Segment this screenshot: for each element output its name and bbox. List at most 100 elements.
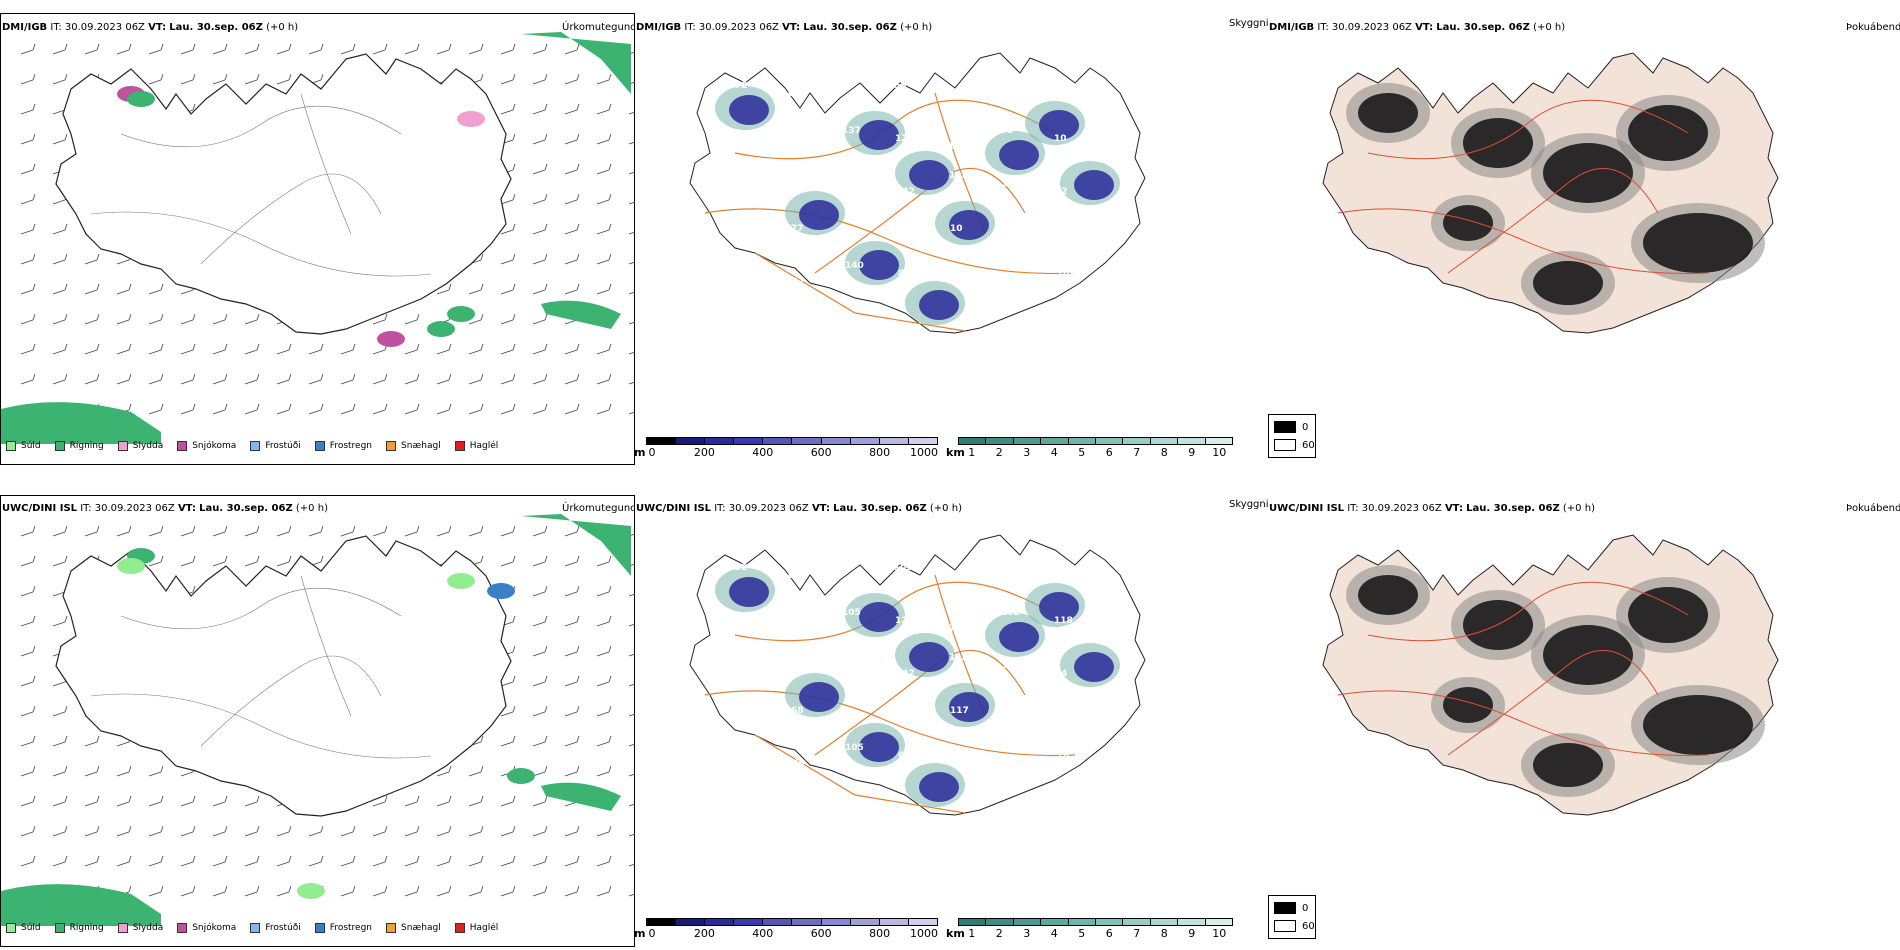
- visibility-value-label: 79: [738, 216, 751, 226]
- precip-map-top: [1, 32, 636, 444]
- legend-label: Snjókoma: [192, 923, 237, 933]
- visibility-value-label: 271: [951, 759, 970, 769]
- legend-swatch: [250, 923, 261, 933]
- visibility-value-label: 78: [792, 759, 805, 769]
- roads: [90, 575, 432, 759]
- fog-legend-swatch: [1274, 421, 1296, 433]
- header-top-fog: DMI/IGB IT: 30.09.2023 06Z VT: Lau. 30.s…: [1269, 22, 1565, 34]
- colorbar-cell: [879, 438, 909, 444]
- visibility-value-label: 105: [894, 563, 913, 573]
- visibility-value-label: 189: [737, 669, 756, 679]
- legend-label: Slydda: [132, 441, 164, 451]
- precip-legend-item: Slydda: [117, 441, 164, 451]
- colorbar-cell: [734, 438, 764, 444]
- fog-legend-label: 60: [1302, 439, 1315, 451]
- colorbar-cell: [676, 438, 706, 444]
- visibility-value-label: 62: [738, 698, 751, 708]
- vt-label: VT:: [1444, 503, 1463, 514]
- fog-index-shading: [1346, 83, 1765, 315]
- colorbar-tick-label: 6: [1105, 927, 1113, 940]
- height-colorbar-top: m 0 200 400 600 800 1000: [634, 437, 939, 463]
- vt-label: VT:: [811, 503, 830, 514]
- lead-time: (+0 h): [1533, 22, 1566, 33]
- colorbar-cell: [986, 438, 1014, 444]
- legend-swatch: [6, 923, 16, 933]
- visibility-value-label: 142: [896, 187, 915, 197]
- colorbar-cell: [959, 438, 987, 444]
- precip-panel-top: [0, 13, 636, 465]
- colorbar-cell: [1123, 919, 1151, 925]
- colorbar-tick-label: 1: [968, 927, 976, 940]
- low-cloud-areas: [715, 568, 1120, 807]
- roads: [1337, 581, 1709, 757]
- fog-map-top: [1322, 52, 1779, 334]
- vt-label: VT:: [1415, 22, 1434, 33]
- vt-value: Lau. 30.sep. 06Z: [803, 22, 897, 33]
- it-value: 30.09.2023 06Z: [698, 22, 779, 33]
- colorbar-tick-label: 4: [1050, 927, 1058, 940]
- colorbar-cell: [734, 919, 764, 925]
- precip-legend-item: Frostúði: [250, 441, 301, 451]
- colorbar-cell: [1205, 438, 1233, 444]
- it-value: 30.09.2023 06Z: [94, 503, 175, 514]
- fog-legend-item: 60: [1274, 439, 1315, 451]
- low-cloud-areas: [715, 86, 1120, 325]
- legend-label: Slydda: [132, 923, 164, 933]
- legend-swatch: [314, 441, 325, 451]
- precip-legend-item: Snjókoma: [177, 441, 236, 451]
- legend-swatch: [117, 923, 128, 933]
- colorbar-ticks: 0 200 400 600 800 1000: [646, 446, 939, 459]
- rain-area: [541, 782, 621, 811]
- colorbar-cell: [1041, 438, 1069, 444]
- visibility-value-label: 127: [843, 661, 862, 671]
- it-value: 30.09.2023 06Z: [728, 503, 809, 514]
- visibility-value-label: 10: [950, 224, 963, 234]
- colorbar-cell: [676, 919, 706, 925]
- precip-cell: [117, 558, 145, 574]
- legend-swatch: [386, 923, 397, 933]
- colorbar-unit: km: [946, 446, 965, 459]
- visibility-value-label: 67: [788, 89, 801, 99]
- colorbar-unit: km: [946, 927, 965, 940]
- visibility-value-label: 173: [790, 653, 809, 663]
- visibility-colorbar-bottom: km 1 2 3 4 5 6 7 8 9 10: [946, 918, 1233, 944]
- visibility-value-label: 127: [789, 142, 808, 152]
- precip-cell: [127, 91, 155, 107]
- cloud-panel-top: 72 67 21 58 97 22 100 108 127 137 128 119 95 10 121 150…: [635, 13, 1270, 465]
- header-bottom-cloud: UWC/DINI ISL IT: 30.09.2023 06Z VT: Lau.…: [636, 503, 962, 515]
- colorbar-cell: [763, 438, 793, 444]
- visibility-value-label: 97: [841, 579, 854, 589]
- cloud-map-bottom: 52 62 97 105 107 79 71 130 103 105 128 93 102 118 189 1…: [689, 534, 1146, 816]
- visibility-value-label: 117: [951, 277, 970, 287]
- legend-label: Haglél: [469, 441, 499, 451]
- legend-swatch: [177, 441, 188, 451]
- legend-label: Súld: [21, 923, 41, 933]
- legend-label: Rigning: [69, 923, 104, 933]
- visibility-value-label: 66: [897, 698, 910, 708]
- colorbar-cell: [850, 438, 880, 444]
- colorbar-cell: [821, 919, 851, 925]
- legend-label: Snæhagl: [401, 923, 441, 933]
- visibility-value-label: 137: [842, 126, 861, 136]
- fog-legend-label: 60: [1302, 920, 1315, 932]
- visibility-value-label: 102: [1001, 608, 1020, 618]
- header-top-cloud: DMI/IGB IT: 30.09.2023 06Z VT: Lau. 30.s…: [636, 22, 932, 34]
- precip-map-bottom: [1, 514, 636, 926]
- rain-area: [1, 884, 161, 926]
- colorbar-cell: [1096, 438, 1124, 444]
- colorbar-tick-label: 200: [693, 446, 715, 459]
- colorbar-cell: [1123, 438, 1151, 444]
- legend-swatch: [54, 441, 65, 451]
- visibility-value-label: 72: [1003, 714, 1016, 724]
- legend-label: Frostúði: [265, 441, 301, 451]
- fog-legend-swatch: [1274, 439, 1296, 451]
- colorbar-ticks: 0 200 400 600 800 1000: [646, 927, 939, 940]
- colorbar-tick-label: 0: [648, 927, 656, 940]
- colorbar-cell: [1068, 919, 1097, 925]
- visibility-value-label: 71: [1053, 563, 1066, 573]
- vt-label: VT:: [177, 503, 196, 514]
- precip-cell: [297, 883, 325, 899]
- colorbar-tick-label: 8: [1160, 446, 1168, 459]
- model-name: UWC/DINI ISL: [636, 503, 712, 514]
- fog-legend-bottom: 0 60: [1268, 895, 1316, 939]
